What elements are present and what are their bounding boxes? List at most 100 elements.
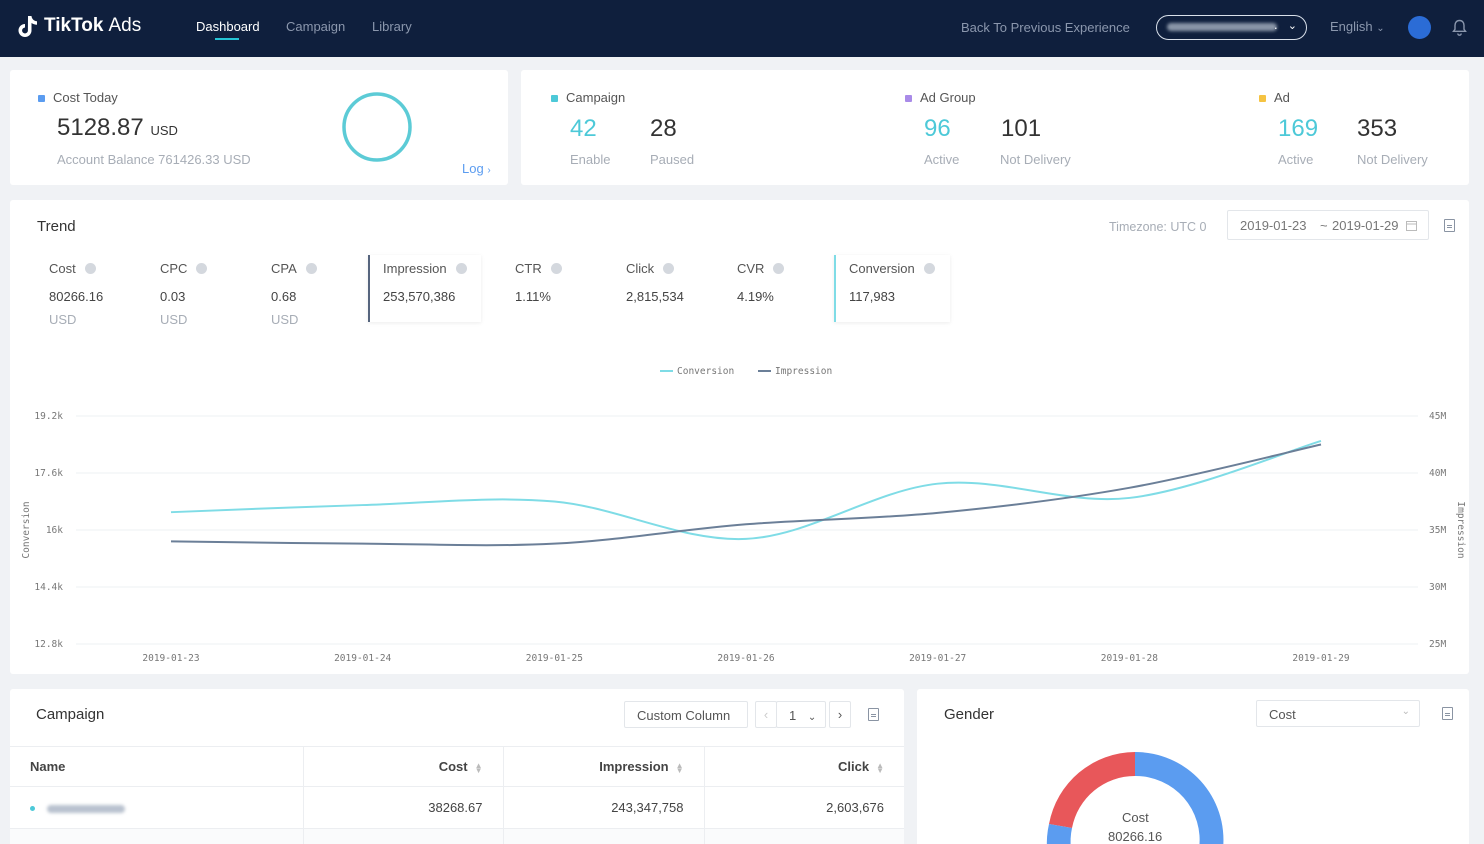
- trend-title: Trend: [37, 218, 76, 235]
- metric-click[interactable]: Click 2,815,534: [626, 261, 684, 304]
- legend-square: [38, 95, 45, 103]
- y-right-tick-label: 25M: [1429, 639, 1446, 650]
- custom-column-button[interactable]: Custom Column: [624, 701, 748, 728]
- gender-donut-chart: [1046, 751, 1224, 844]
- donut-center-label: Cost: [1122, 810, 1149, 825]
- brand-sub: Ads: [108, 15, 142, 36]
- language-selector[interactable]: English ⌄: [1330, 19, 1385, 34]
- tab-library[interactable]: Library: [372, 19, 412, 34]
- top-nav: TikTok Ads Dashboard Campaign Library Ba…: [0, 0, 1484, 57]
- metric-cpa[interactable]: CPA 0.68 USD: [271, 261, 317, 327]
- col-click[interactable]: Click ▲ ▼: [704, 746, 904, 787]
- help-icon: [84, 263, 96, 274]
- timezone-label: Timezone: UTC 0: [1109, 220, 1207, 234]
- brand-name: TikTok: [44, 15, 104, 36]
- click-cell: 2,603,676: [704, 786, 904, 829]
- page-select[interactable]: 1 ⌄: [776, 701, 826, 728]
- x-tick-label: 2019-01-28: [1101, 653, 1158, 664]
- active-tab-indicator: [215, 38, 239, 40]
- calendar-icon: [1406, 221, 1417, 231]
- series-line-conversion: [170, 439, 1322, 541]
- help-icon: [663, 263, 675, 274]
- brand-logo[interactable]: TikTok Ads: [18, 14, 141, 38]
- x-tick-label: 2019-01-26: [717, 653, 774, 664]
- y-right-tick-label: 45M: [1429, 411, 1446, 422]
- y-right-axis-label: Impression: [1455, 501, 1466, 558]
- export-icon[interactable]: [1442, 707, 1453, 720]
- series-line-impression: [170, 443, 1322, 547]
- gender-title: Gender: [944, 706, 995, 723]
- back-to-previous-link[interactable]: Back To Previous Experience: [961, 20, 1130, 35]
- bell-icon[interactable]: [1452, 19, 1467, 36]
- avatar[interactable]: [1408, 16, 1431, 39]
- help-icon: [550, 263, 562, 274]
- table-row[interactable]: [10, 828, 904, 844]
- next-page-button[interactable]: ›: [829, 701, 851, 728]
- adgroup-notdelivery-count: 101: [1001, 115, 1042, 142]
- legend-label: Conversion: [677, 366, 734, 377]
- campaign-summary-label: Campaign: [551, 90, 625, 105]
- metric-cost[interactable]: Cost 80266.16 USD: [49, 261, 104, 327]
- donut-female-segment: [1049, 752, 1135, 828]
- chevron-down-icon: ⌄: [807, 712, 817, 723]
- y-left-tick-label: 14.4k: [34, 582, 63, 593]
- language-label: English: [1330, 19, 1373, 34]
- log-link[interactable]: Log ›: [462, 161, 491, 176]
- y-left-tick-label: 19.2k: [34, 411, 63, 422]
- x-tick-label: 2019-01-27: [909, 653, 966, 664]
- cost-today-label: Cost Today: [38, 90, 118, 105]
- trend-line-chart: 12.8k 14.4k 16k 17.6k 19.2k 25M 30M 35M 40M 45M 20…: [21, 366, 1466, 664]
- campaign-table-title: Campaign: [36, 706, 105, 723]
- y-right-tick-label: 30M: [1429, 582, 1446, 593]
- metric-conversion[interactable]: Conversion 117,983: [834, 255, 950, 322]
- adgroup-active-label: Active: [924, 152, 960, 167]
- metric-impression[interactable]: Impression 253,570,386: [368, 255, 481, 322]
- status-dot: [30, 806, 35, 812]
- y-left-axis-label: Conversion: [21, 501, 32, 558]
- help-icon: [455, 263, 467, 274]
- ad-summary-label: Ad: [1259, 90, 1290, 105]
- metric-cpc[interactable]: CPC 0.03 USD: [160, 261, 208, 327]
- chevron-right-icon: ›: [487, 165, 491, 176]
- cost-progress-ring: [342, 92, 412, 162]
- campaign-name-redacted: [46, 804, 125, 813]
- tiktok-logo-icon: [18, 16, 37, 37]
- x-tick-label: 2019-01-23: [142, 653, 199, 664]
- chevron-down-icon: ⌄: [1401, 706, 1410, 717]
- col-impression[interactable]: Impression ▲ ▼: [503, 746, 705, 787]
- campaign-paused-label: Paused: [650, 152, 695, 167]
- metric-cvr[interactable]: CVR 4.19%: [737, 261, 785, 304]
- donut-male-segment: [1135, 751, 1224, 844]
- x-tick-label: 2019-01-25: [526, 653, 583, 664]
- tab-dashboard[interactable]: Dashboard: [196, 19, 260, 34]
- y-right-tick-label: 35M: [1429, 525, 1446, 536]
- cost-cell: 38268.67: [303, 786, 504, 829]
- gender-card: Gender Cost ⌄ Cost 80266.16: [917, 689, 1469, 844]
- impression-cell: 243,347,758: [503, 786, 705, 829]
- col-cost[interactable]: Cost ▲ ▼: [303, 746, 504, 787]
- export-icon[interactable]: [868, 708, 879, 721]
- export-icon[interactable]: [1444, 219, 1455, 232]
- campaign-table: Name Cost ▲ ▼ Impression ▲ ▼ Click ▲ ▼ 38268.6…: [10, 746, 904, 844]
- date-range-picker[interactable]: 2019-01-23 ~ 2019-01-29: [1227, 210, 1429, 240]
- date-from: 2019-01-23: [1240, 218, 1307, 233]
- metric-ctr[interactable]: CTR 1.11%: [515, 261, 562, 304]
- donut-male-segment-2: [1046, 824, 1072, 844]
- y-left-tick-label: 12.8k: [34, 639, 63, 650]
- legend-label: Impression: [775, 366, 832, 377]
- sort-icon: ▲ ▼: [876, 760, 884, 775]
- table-row[interactable]: 38268.67 243,347,758 2,603,676: [10, 786, 904, 829]
- account-selector[interactable]: . ⌄: [1156, 15, 1307, 40]
- campaign-name-cell[interactable]: [10, 786, 304, 829]
- help-icon: [196, 263, 208, 274]
- account-dot: .: [1274, 17, 1278, 32]
- help-icon: [773, 263, 785, 274]
- help-icon: [305, 263, 317, 274]
- help-icon: [923, 263, 935, 274]
- prev-page-button[interactable]: ‹: [755, 701, 777, 728]
- ad-notdelivery-label: Not Delivery: [1357, 152, 1428, 167]
- tab-campaign[interactable]: Campaign: [286, 19, 346, 34]
- adgroup-summary-label: Ad Group: [905, 90, 976, 105]
- gender-metric-select[interactable]: Cost ⌄: [1256, 700, 1420, 727]
- sort-icon: ▲ ▼: [474, 760, 483, 775]
